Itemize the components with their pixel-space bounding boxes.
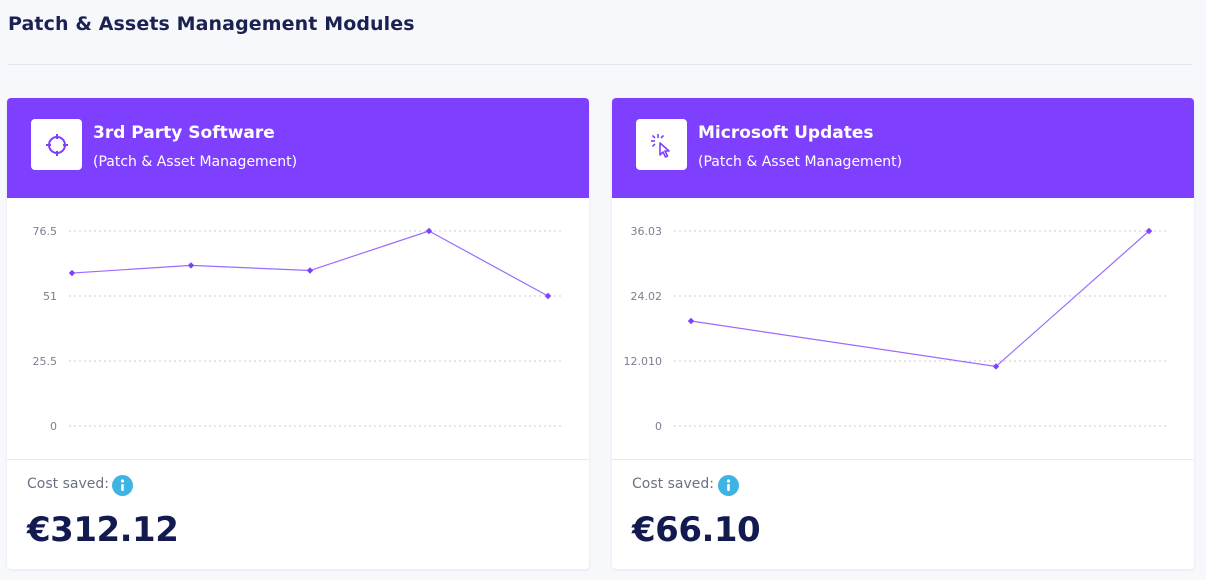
cost-saved-label: Cost saved: [27,476,109,492]
line-chart: 36.03 24.02 12.010 0 [612,198,1194,460]
y-tick-label: 24.02 [631,290,663,303]
y-tick-label: 25.5 [33,355,58,368]
info-icon[interactable] [112,475,133,496]
y-tick-label: 51 [43,290,57,303]
cost-saved-value: €312.12 [27,510,179,550]
data-point[interactable] [306,267,314,274]
series-line [690,230,1150,368]
data-point[interactable] [1145,227,1153,235]
info-icon[interactable] [718,475,739,496]
data-point[interactable] [425,227,433,235]
card-header: Microsoft Updates (Patch & Asset Managem… [612,98,1194,198]
card-title: 3rd Party Software [93,123,275,143]
divider [8,64,1192,65]
module-card-microsoft-updates[interactable]: Microsoft Updates (Patch & Asset Managem… [612,98,1194,569]
data-point[interactable] [544,292,552,300]
cost-saved-label: Cost saved: [632,476,714,492]
y-tick-label: 36.03 [631,225,663,238]
y-tick-label: 0 [50,420,57,433]
cost-saved-value: €66.10 [632,510,761,550]
data-point[interactable] [992,363,1000,370]
series-line [71,230,549,297]
data-point[interactable] [687,317,695,325]
card-header: 3rd Party Software (Patch & Asset Manage… [7,98,589,198]
crosshair-icon [31,119,82,170]
card-subtitle: (Patch & Asset Management) [93,154,298,170]
cursor-click-icon [636,119,687,170]
module-card-3rd-party-software[interactable]: 3rd Party Software (Patch & Asset Manage… [7,98,589,569]
page-title: Patch & Assets Management Modules [8,13,415,35]
y-tick-label: 0 [655,420,662,433]
y-tick-label: 12.010 [624,355,663,368]
y-tick-label: 76.5 [33,225,58,238]
line-chart: 76.5 51 25.5 0 [7,198,589,460]
card-subtitle: (Patch & Asset Management) [698,154,903,170]
card-title: Microsoft Updates [698,123,874,143]
data-point[interactable] [187,262,195,269]
data-point[interactable] [68,269,76,277]
